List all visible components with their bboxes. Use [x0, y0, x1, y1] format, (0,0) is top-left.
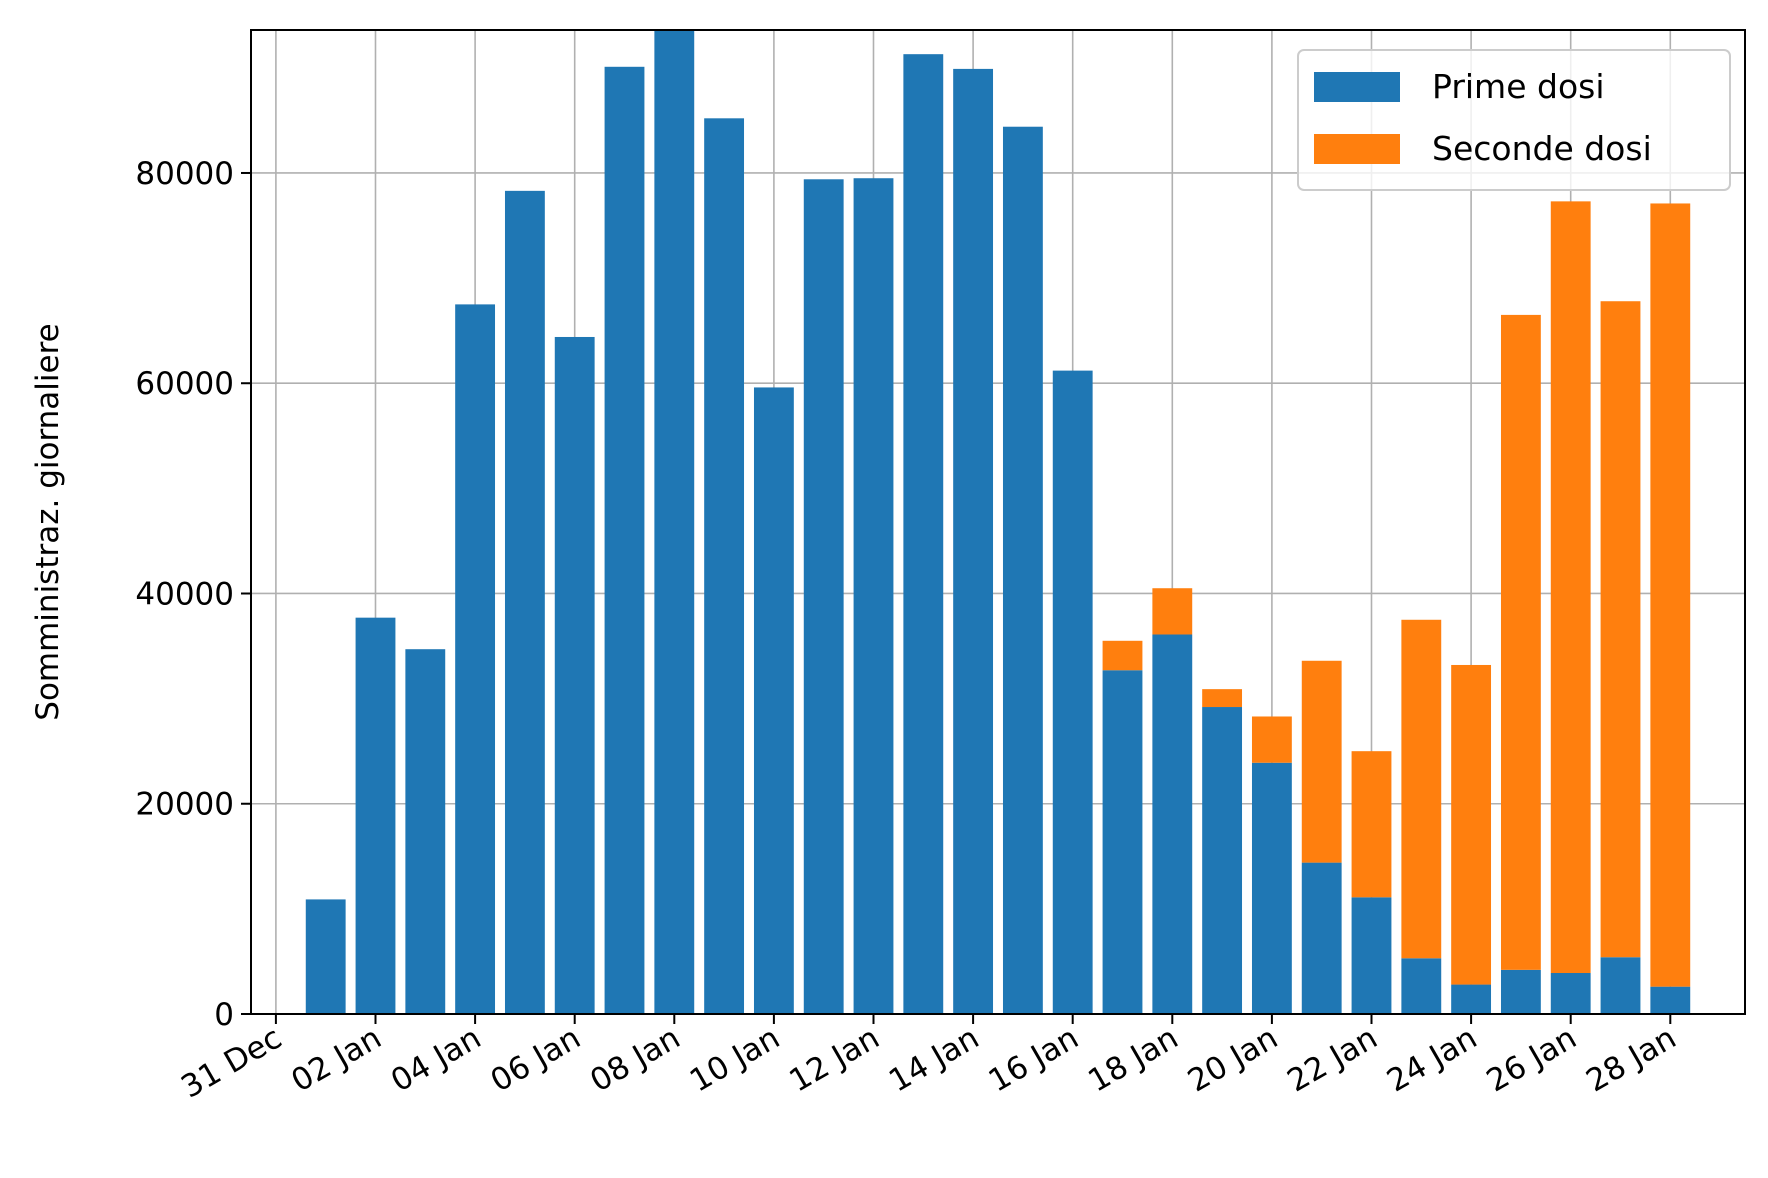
y-tick-label: 20000	[135, 787, 234, 823]
bar-seconde-dosi	[1401, 619, 1442, 959]
bars	[305, 30, 1691, 1015]
legend: Prime dosi Seconde dosi	[1297, 49, 1731, 191]
bar-prime-dosi	[1251, 762, 1292, 1014]
bar-prime-dosi	[1500, 969, 1541, 1014]
bar-seconde-dosi	[1550, 201, 1591, 973]
bar-seconde-dosi	[1451, 664, 1492, 985]
y-tick-label: 0	[214, 997, 234, 1033]
bar-prime-dosi	[455, 304, 496, 1014]
y-tick-label: 40000	[135, 576, 234, 612]
axes-frame	[250, 29, 1746, 1015]
bar-seconde-dosi	[1600, 301, 1641, 958]
bar-prime-dosi	[305, 899, 346, 1014]
bar-prime-dosi	[1600, 957, 1641, 1014]
bar-prime-dosi	[1650, 986, 1691, 1014]
bar-prime-dosi	[803, 179, 844, 1015]
bar-seconde-dosi	[1102, 640, 1143, 671]
y-axis-label: Somministraz. giornaliere	[30, 323, 66, 720]
bar-seconde-dosi	[1251, 716, 1292, 763]
legend-label-prime-dosi: Prime dosi	[1432, 67, 1605, 106]
legend-swatch-prime-dosi	[1314, 72, 1400, 102]
bar-prime-dosi	[953, 68, 994, 1014]
bar-prime-dosi	[1550, 973, 1591, 1014]
bar-prime-dosi	[1102, 670, 1143, 1014]
bar-prime-dosi	[504, 190, 545, 1014]
bar-prime-dosi	[853, 178, 894, 1014]
bar-prime-dosi	[1301, 862, 1342, 1014]
legend-swatch-seconde-dosi	[1314, 134, 1400, 164]
bar-prime-dosi	[1451, 984, 1492, 1014]
bar-prime-dosi	[1002, 126, 1043, 1014]
bar-prime-dosi	[903, 54, 944, 1014]
y-axis: 0 20000 40000 60000 80000	[135, 156, 251, 1033]
y-tick-label: 60000	[135, 366, 234, 402]
bar-seconde-dosi	[1650, 203, 1691, 987]
bar-seconde-dosi	[1351, 751, 1392, 898]
bar-prime-dosi	[1052, 370, 1093, 1015]
legend-label-seconde-dosi: Seconde dosi	[1432, 129, 1652, 168]
bar-prime-dosi	[1401, 958, 1442, 1014]
bar-prime-dosi	[405, 649, 446, 1014]
bar-prime-dosi	[1351, 897, 1392, 1014]
bar-prime-dosi	[604, 66, 645, 1015]
bar-prime-dosi	[753, 387, 794, 1014]
bar-seconde-dosi	[1500, 314, 1541, 970]
plot-area	[251, 30, 1745, 1014]
legend-frame	[1297, 49, 1731, 191]
bar-prime-dosi	[1152, 634, 1193, 1014]
bar-seconde-dosi	[1202, 689, 1243, 708]
bar-prime-dosi	[704, 118, 745, 1015]
bar-prime-dosi	[554, 336, 595, 1014]
bar-prime-dosi	[1202, 707, 1243, 1014]
y-tick-label: 80000	[135, 156, 234, 192]
bar-prime-dosi	[355, 617, 396, 1014]
bar-prime-dosi	[654, 30, 695, 1014]
bar-seconde-dosi	[1152, 588, 1193, 635]
bar-seconde-dosi	[1301, 660, 1342, 863]
